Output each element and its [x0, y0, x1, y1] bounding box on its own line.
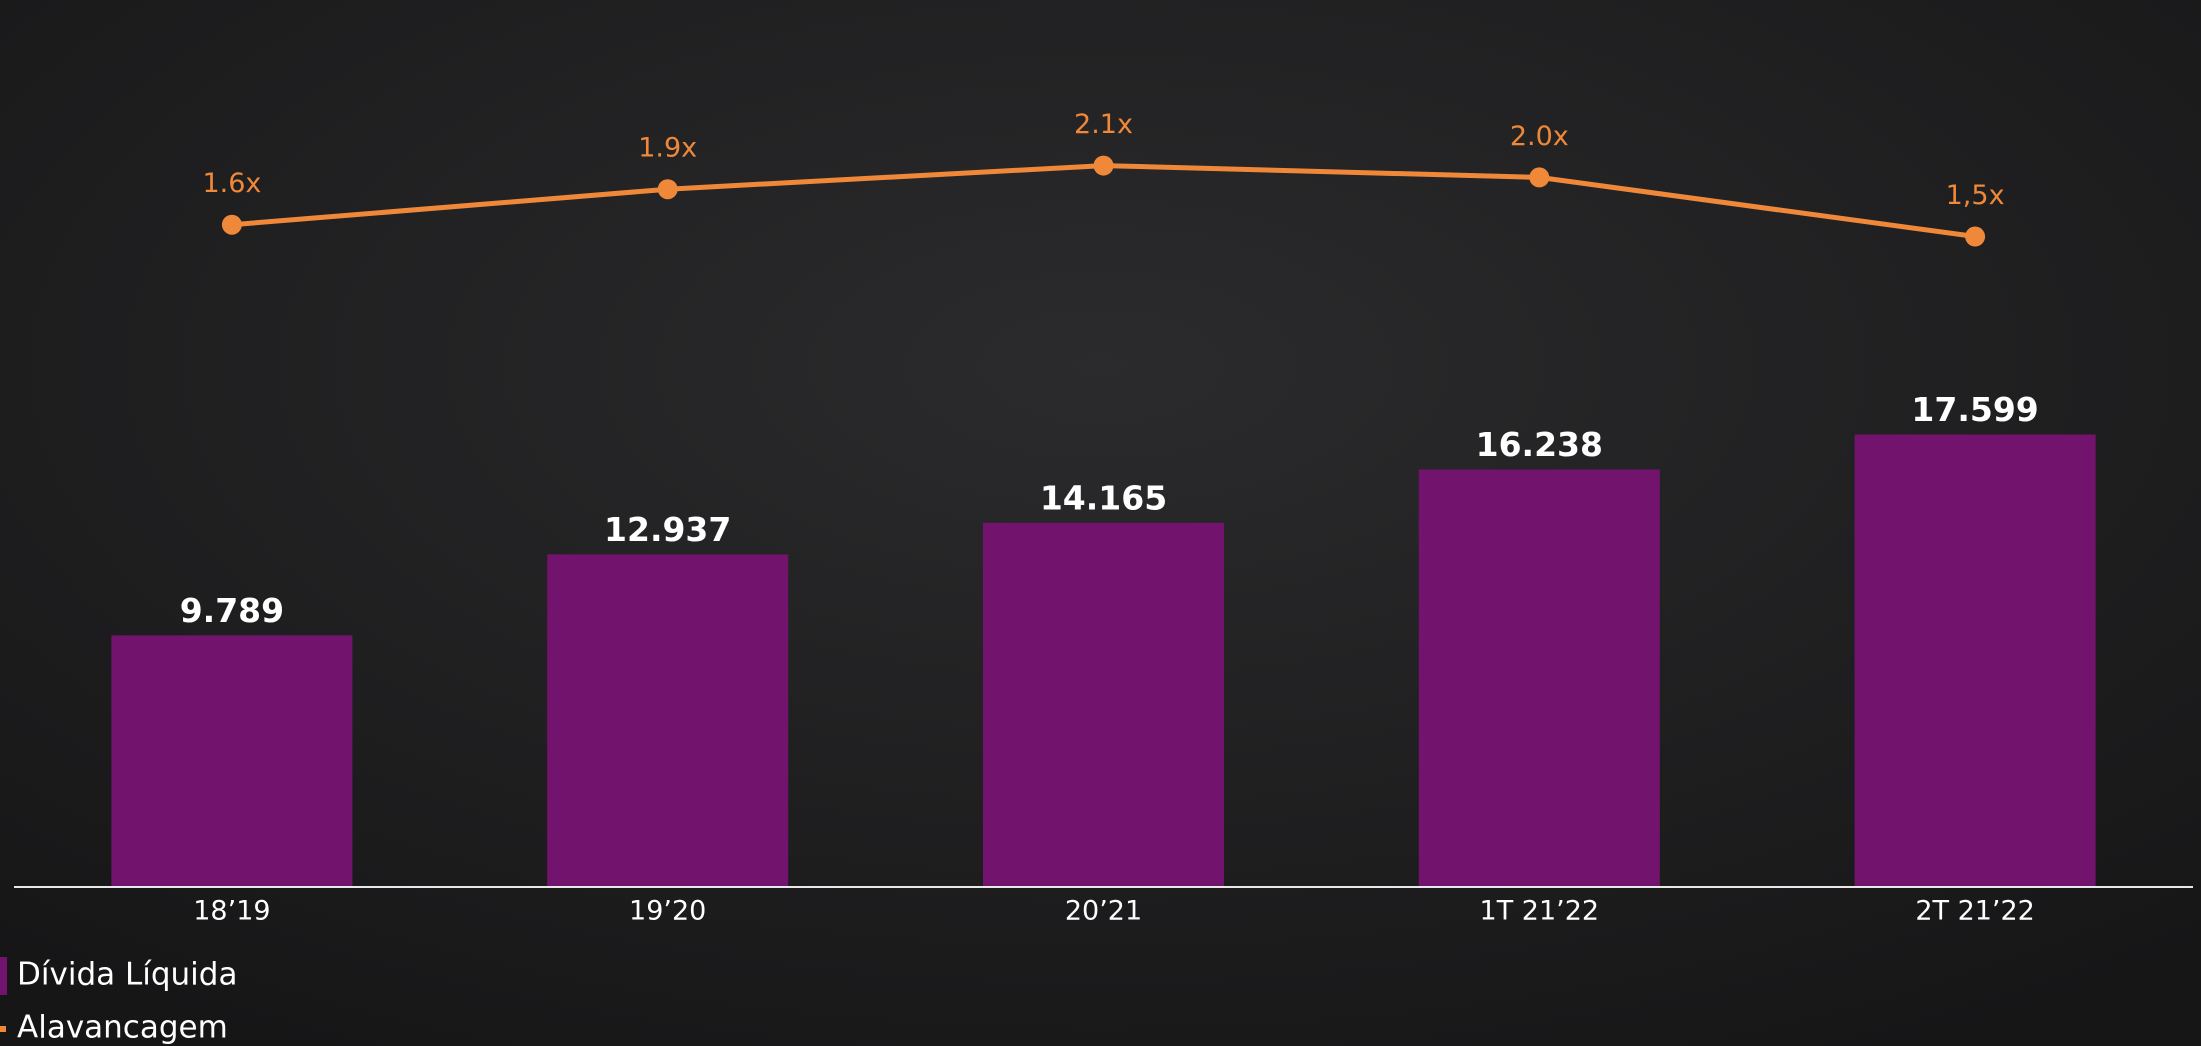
- bar-value-label: 17.599: [1911, 390, 2038, 429]
- legend-label: Dívida Líquida: [17, 957, 237, 993]
- bar: [111, 635, 353, 887]
- x-tick-label: 2T 21’22: [1915, 896, 2035, 927]
- legend-label: Alavancagem: [17, 1010, 228, 1046]
- bar-value-label: 12.937: [604, 510, 731, 549]
- bar-value-label: 9.789: [180, 591, 284, 630]
- line-value-label: 2.0x: [1510, 121, 1569, 152]
- bar: [1854, 434, 2096, 887]
- x-tick-label: 18’19: [193, 896, 270, 927]
- legend-swatch: [0, 1026, 6, 1032]
- legend-swatch: [0, 957, 7, 995]
- bar-value-label: 14.165: [1040, 478, 1167, 517]
- line-point: [1965, 226, 1986, 247]
- bar: [1418, 469, 1660, 887]
- x-tick-label: 19’20: [629, 896, 706, 927]
- line-point: [657, 179, 678, 200]
- bar: [547, 554, 789, 887]
- line-value-label: 2.1x: [1074, 109, 1133, 140]
- line-point: [1529, 167, 1550, 188]
- bar: [983, 522, 1224, 887]
- line-value-label: 1,5x: [1946, 180, 2005, 211]
- x-tick-label: 20’21: [1065, 896, 1142, 927]
- line-value-label: 1.6x: [202, 168, 261, 199]
- bar-value-label: 16.238: [1476, 425, 1603, 464]
- line-point: [221, 214, 242, 235]
- line-point: [1093, 155, 1114, 176]
- x-tick-label: 1T 21’22: [1480, 896, 1600, 927]
- line-value-label: 1.9x: [638, 133, 697, 164]
